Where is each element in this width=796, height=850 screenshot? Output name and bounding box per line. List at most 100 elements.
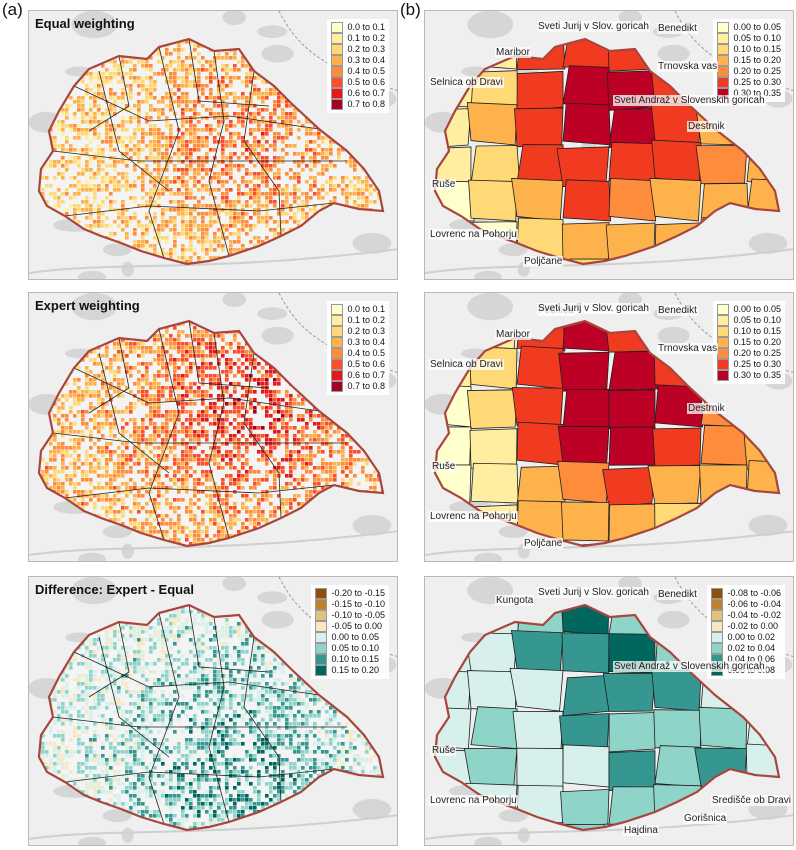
raster-cell	[349, 156, 353, 160]
raster-cell	[297, 458, 301, 462]
raster-cell	[113, 374, 117, 378]
raster-cell	[273, 370, 277, 374]
raster-cell	[285, 120, 289, 124]
raster-cell	[149, 88, 153, 92]
raster-cell	[165, 342, 169, 346]
raster-cell	[81, 112, 85, 116]
raster-cell	[121, 410, 125, 414]
raster-cell	[109, 426, 113, 430]
raster-cell	[165, 446, 169, 450]
raster-cell	[317, 132, 321, 136]
raster-cell	[197, 136, 201, 140]
raster-cell	[189, 354, 193, 358]
raster-cell	[181, 454, 185, 458]
raster-cell	[81, 208, 85, 212]
raster-cell	[197, 442, 201, 446]
raster-cell	[157, 338, 161, 342]
raster-cell	[181, 398, 185, 402]
raster-cell	[241, 228, 245, 232]
raster-cell	[225, 358, 229, 362]
raster-cell	[165, 144, 169, 148]
raster-cell	[125, 152, 129, 156]
raster-cell	[153, 188, 157, 192]
raster-cell	[133, 402, 137, 406]
raster-cell	[353, 204, 357, 208]
raster-cell	[73, 450, 77, 454]
raster-cell	[281, 414, 285, 418]
raster-cell	[93, 136, 97, 140]
raster-cell	[117, 188, 121, 192]
raster-cell	[193, 124, 197, 128]
raster-cell	[161, 96, 165, 100]
raster-cell	[297, 196, 301, 200]
raster-cell	[177, 148, 181, 152]
raster-cell	[153, 192, 157, 196]
raster-cell	[321, 422, 325, 426]
raster-cell	[201, 228, 205, 232]
raster-cell	[117, 350, 121, 354]
raster-cell	[285, 394, 289, 398]
municipality-boundary	[243, 70, 282, 237]
raster-cell	[141, 132, 145, 136]
raster-cell	[261, 160, 265, 164]
raster-cell	[149, 394, 153, 398]
raster-cell	[61, 458, 65, 462]
raster-cell	[89, 358, 93, 362]
raster-cell	[97, 212, 101, 216]
raster-cell	[265, 128, 269, 132]
raster-cell	[281, 418, 285, 422]
region-fill	[39, 321, 383, 546]
raster-cell	[301, 216, 305, 220]
raster-cell	[257, 192, 261, 196]
raster-cell	[137, 458, 141, 462]
raster-cell	[193, 208, 197, 212]
raster-cell	[129, 346, 133, 350]
raster-cell	[213, 112, 217, 116]
raster-cell	[281, 208, 285, 212]
raster-cell	[165, 120, 169, 124]
raster-cell	[233, 374, 237, 378]
raster-cell	[289, 426, 293, 430]
raster-cell	[305, 164, 309, 168]
raster-cell	[229, 394, 233, 398]
raster-cell	[289, 124, 293, 128]
raster-cell	[261, 172, 265, 176]
raster-cell	[177, 60, 181, 64]
raster-cell	[157, 228, 161, 232]
raster-cell	[189, 168, 193, 172]
raster-cell	[141, 204, 145, 208]
raster-cell	[197, 224, 201, 228]
raster-cell	[141, 64, 145, 68]
raster-cell	[169, 108, 173, 112]
raster-cell	[193, 382, 197, 386]
raster-cell	[257, 188, 261, 192]
raster-cell	[169, 386, 173, 390]
raster-cell	[117, 96, 121, 100]
raster-cell	[249, 422, 253, 426]
raster-cell	[273, 410, 277, 414]
raster-cell	[209, 96, 213, 100]
raster-cell	[233, 204, 237, 208]
raster-cell	[185, 108, 189, 112]
raster-cell	[113, 342, 117, 346]
raster-cell	[177, 136, 181, 140]
raster-cell	[117, 382, 121, 386]
raster-cell	[225, 390, 229, 394]
raster-cell	[113, 390, 117, 394]
raster-cell	[181, 438, 185, 442]
raster-cell	[165, 208, 169, 212]
raster-cell	[233, 216, 237, 220]
raster-cell	[157, 60, 161, 64]
raster-cell	[177, 414, 181, 418]
raster-cell	[77, 220, 81, 224]
raster-cell	[161, 188, 165, 192]
raster-cell	[261, 446, 265, 450]
raster-cell	[181, 422, 185, 426]
raster-cell	[85, 410, 89, 414]
raster-cell	[145, 116, 149, 120]
raster-cell	[177, 84, 181, 88]
raster-cell	[257, 76, 261, 80]
raster-cell	[205, 438, 209, 442]
raster-cell	[145, 382, 149, 386]
raster-cell	[189, 52, 193, 56]
